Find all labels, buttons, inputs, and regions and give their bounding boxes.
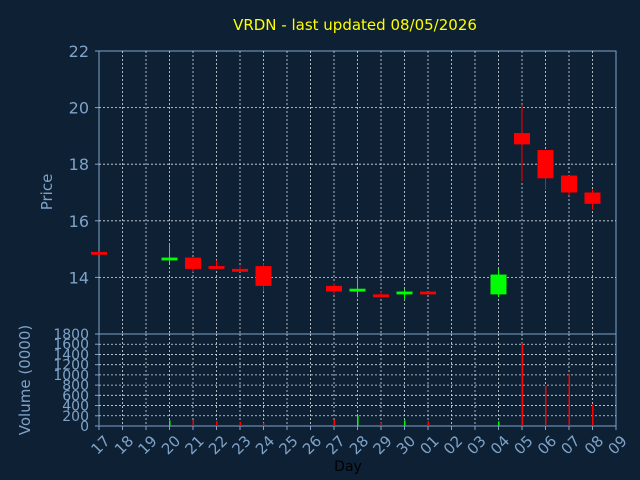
x-tick-label: 30 [393,432,419,458]
volume-bar [404,420,406,426]
volume-bar [216,421,218,426]
x-tick-label: 24 [252,432,278,458]
volume-tick-label: 800 [62,378,89,394]
candle-body [561,175,577,193]
x-tick-label: 17 [88,432,114,458]
x-tick-label: 27 [323,432,349,458]
candle-body [420,291,436,295]
price-tick-label: 14 [69,268,89,287]
candle-body [208,266,225,269]
candle-body [537,150,554,179]
x-tick-label: 06 [534,432,560,458]
volume-bar [545,386,547,426]
x-tick-label: 09 [605,432,631,458]
candle-body [584,192,601,204]
candle-body [232,268,248,272]
volume-tick-label: 1200 [53,358,89,374]
price-tick-label: 18 [69,155,89,174]
volume-tick-label: 400 [62,399,89,415]
price-tick-label: 20 [69,99,89,118]
candle-body [255,266,272,286]
x-tick-label: 28 [346,432,372,458]
x-tick-label: 20 [158,432,184,458]
volume-grid [99,334,616,426]
volume-tick-label: 1800 [53,327,89,343]
candle-body [161,257,178,261]
candle-body [514,133,530,145]
x-ticks: 1718192021222324252627282930010203040506… [88,426,631,458]
volume-tick-label: 600 [62,388,89,404]
x-tick-label: 08 [581,432,607,458]
volume-bar [239,421,241,426]
x-tick-label: 25 [276,432,302,458]
candle-body [91,251,107,255]
candle-body [349,288,366,292]
volume-bar [427,421,429,426]
x-tick-label: 04 [487,432,513,458]
x-tick-label: 29 [370,432,396,458]
price-axis-label: Price [38,174,56,211]
volume-axis-label: Volume (0000) [16,325,34,435]
volume-tick-label: 0 [80,419,89,435]
volume-bar [521,343,523,426]
volume-tick-label: 200 [62,409,89,425]
x-axis-label: Day [334,459,362,475]
x-tick-label: 23 [229,432,255,458]
volume-tick-label: 1000 [53,368,89,384]
x-tick-label: 21 [182,432,208,458]
price-tick-label: 22 [69,42,89,61]
x-tick-label: 07 [558,432,584,458]
price-y-ticks: 14 16 18 20 22 [69,42,99,287]
volume-bar [192,419,194,426]
volume-tick-label: 1400 [53,347,89,363]
x-tick-label: 18 [111,432,137,458]
volume-bar [169,420,171,426]
price-tick-label: 16 [69,212,89,231]
volume-bar [380,422,382,426]
volume-bar [568,373,570,426]
x-tick-label: 03 [464,432,490,458]
candle-body [326,285,342,292]
candle-body [396,291,413,295]
volume-bar [498,421,500,426]
volume-bars [98,343,594,426]
x-tick-label: 01 [417,432,443,458]
price-grid [99,51,616,334]
x-tick-label: 02 [440,432,466,458]
x-tick-label: 19 [135,432,161,458]
volume-bar [333,419,335,426]
volume-tick-label: 1600 [53,337,89,353]
volume-bar [263,422,265,426]
volume-bar [357,415,359,426]
chart-title: VRDN - last updated 08/05/2026 [233,16,477,34]
candle-body [373,294,389,298]
candle-body [185,257,201,269]
x-tick-label: 05 [511,432,537,458]
x-tick-label: 22 [205,432,231,458]
candles [91,104,601,301]
candle-body [490,274,507,295]
volume-bar [592,404,594,426]
x-tick-label: 26 [299,432,325,458]
